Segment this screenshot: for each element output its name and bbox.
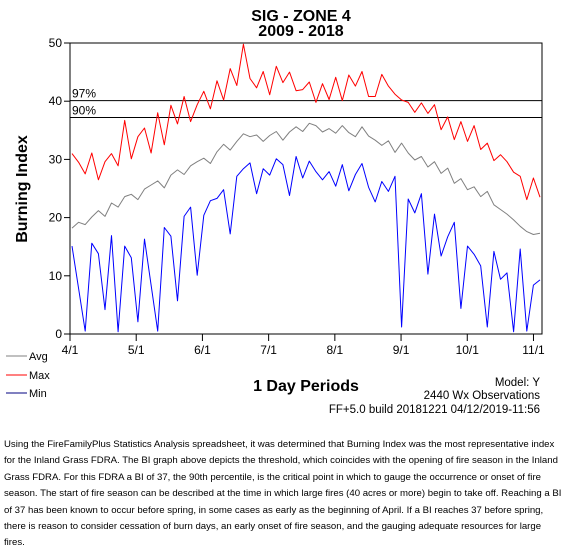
x-tick-label: 10/1 <box>456 343 480 357</box>
legend-max-label: Max <box>29 370 50 382</box>
chart-title: SIG - ZONE 4 <box>251 8 351 25</box>
threshold-label: 90% <box>72 103 96 117</box>
chart-subtitle: 2009 - 2018 <box>258 23 344 40</box>
y-tick-label: 40 <box>49 94 63 108</box>
observations-info: 2440 Wx Observations <box>424 390 541 402</box>
build-info: FF+5.0 build 20181221 04/12/2019-11:56 <box>329 404 540 416</box>
x-tick-label: 6/1 <box>194 343 211 357</box>
x-tick-label: 7/1 <box>260 343 277 357</box>
x-tick-label: 9/1 <box>393 343 410 357</box>
plot-frame <box>69 42 543 335</box>
threshold-label: 97% <box>72 87 96 101</box>
y-tick-label: 10 <box>49 269 63 283</box>
y-tick-label: 0 <box>55 327 62 341</box>
model-info: Model: Y <box>495 377 541 389</box>
series-line-avg <box>71 122 541 235</box>
description-paragraph: Using the FireFamilyPlus Statistics Anal… <box>4 439 562 549</box>
x-tick-label: 4/1 <box>62 343 79 357</box>
series-line-max <box>71 43 541 201</box>
x-axis-label: 1 Day Periods <box>253 378 359 395</box>
y-tick-label: 20 <box>49 211 63 225</box>
legend: Avg Max Min <box>6 351 50 400</box>
y-axis-label: Burning Index <box>14 135 31 243</box>
series-line-min <box>71 156 541 333</box>
burning-index-chart: SIG - ZONE 4 2009 - 2018 Burning Index 9… <box>6 8 545 416</box>
y-tick-label: 30 <box>49 152 63 166</box>
x-tick-label: 8/1 <box>327 343 344 357</box>
x-tick-label: 11/1 <box>522 343 545 357</box>
y-tick-label: 50 <box>49 36 63 50</box>
x-tick-label: 5/1 <box>128 343 145 357</box>
legend-min-label: Min <box>29 388 47 400</box>
legend-avg-label: Avg <box>29 351 48 363</box>
